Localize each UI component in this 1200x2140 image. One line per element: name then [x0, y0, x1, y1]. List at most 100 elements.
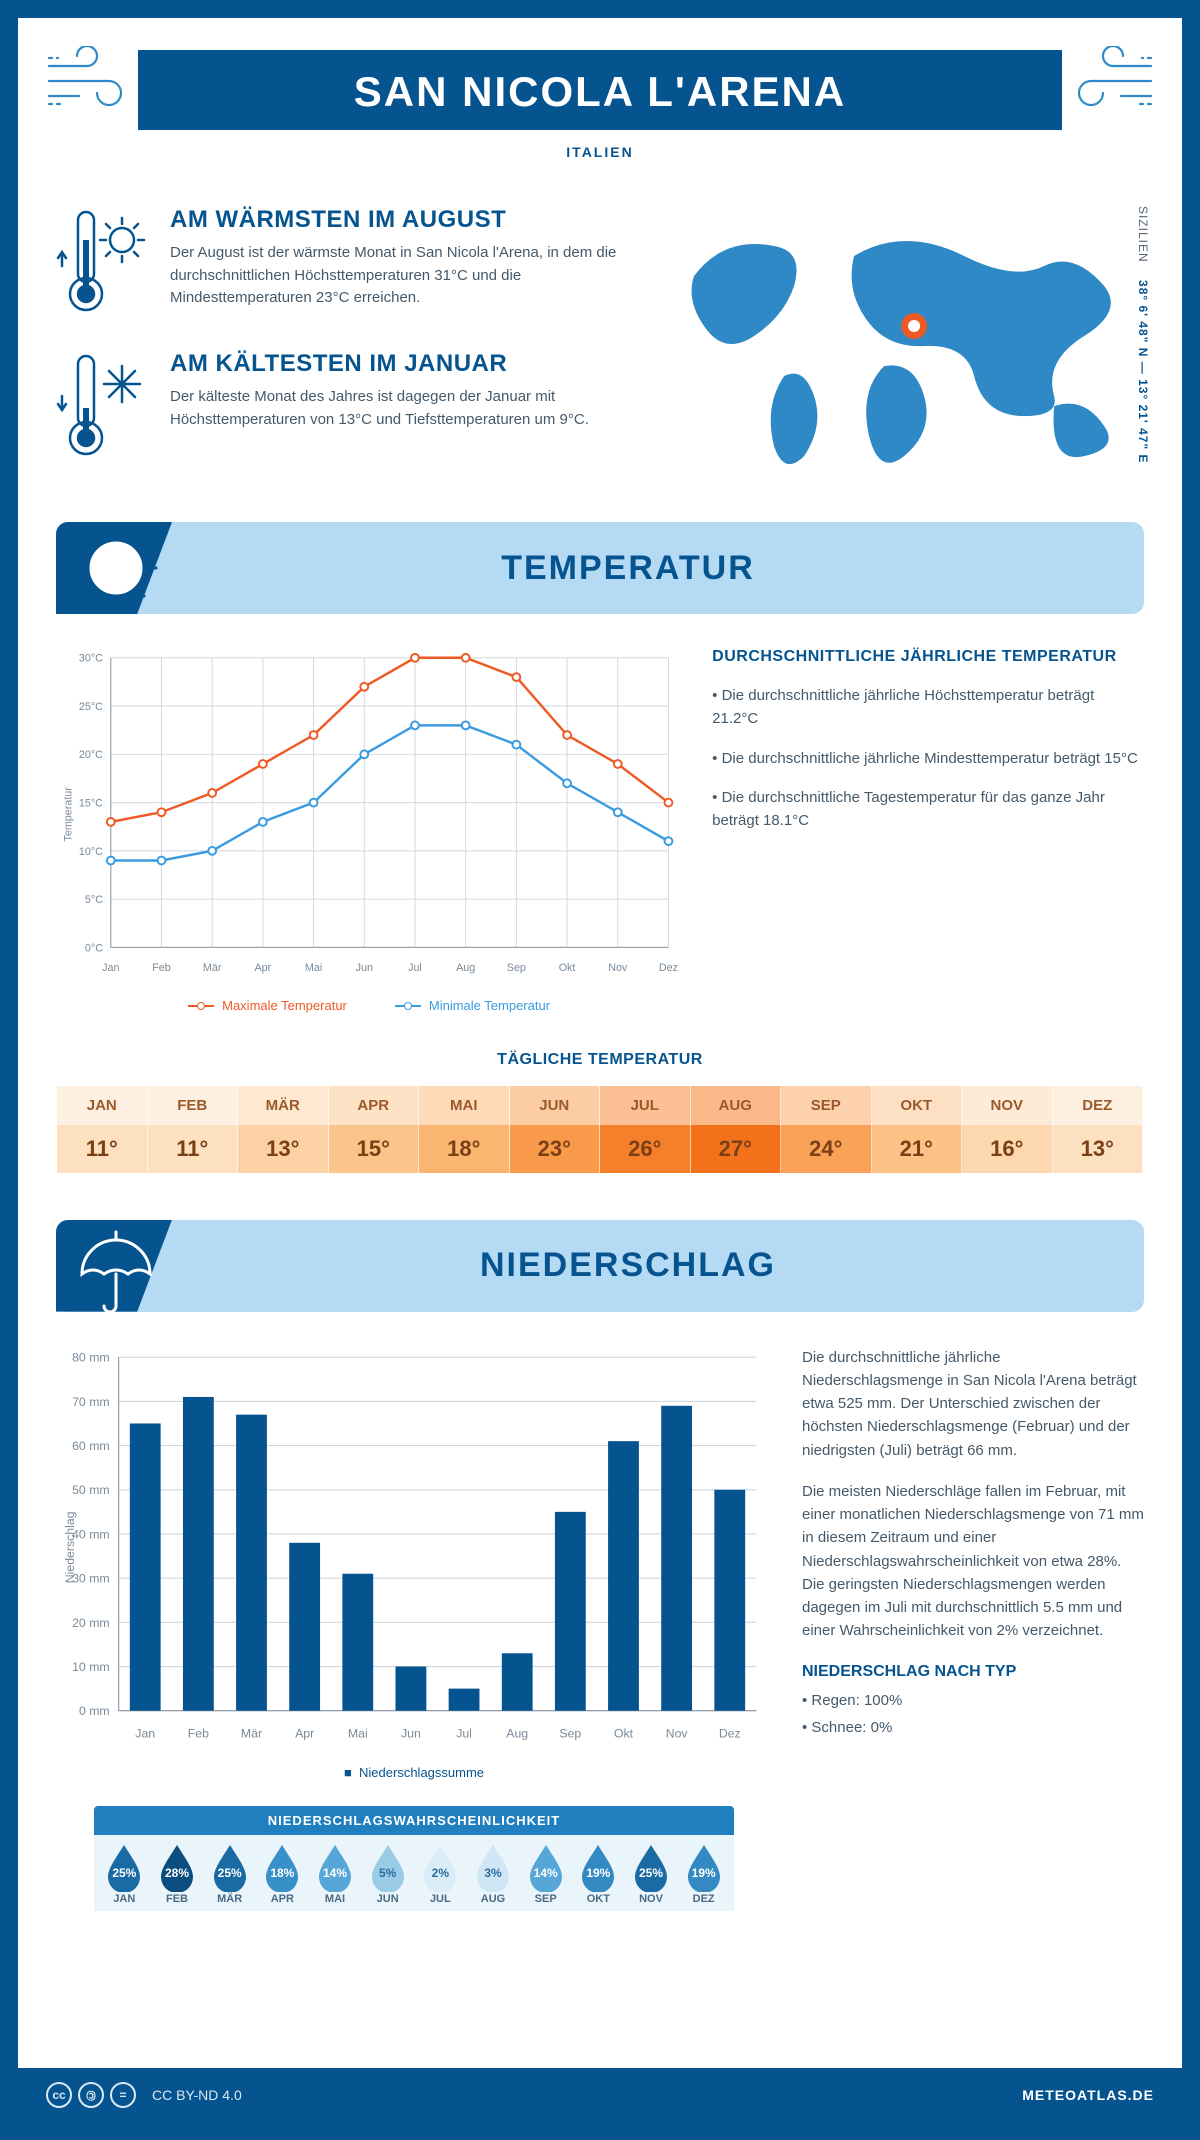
warmest-text: Der August ist der wärmste Monat in San … — [170, 242, 642, 310]
daily-temp-table: JANFEBMÄRAPRMAIJUNJULAUGSEPOKTNOVDEZ11°1… — [56, 1085, 1144, 1174]
world-map-icon — [664, 206, 1144, 486]
daily-month-head: MAI — [419, 1086, 510, 1125]
svg-text:Jul: Jul — [456, 1726, 472, 1740]
temp-bullet-2: • Die durchschnittliche Tagestemperatur … — [712, 786, 1144, 833]
coldest-block: AM KÄLTESTEN IM JANUAR Der kälteste Mona… — [56, 350, 642, 460]
daily-temp-cell: 27° — [691, 1125, 782, 1173]
daily-temp-cell: 21° — [872, 1125, 963, 1173]
svg-text:Aug: Aug — [456, 962, 475, 974]
temp-bullet-0: • Die durchschnittliche jährliche Höchst… — [712, 684, 1144, 731]
thermometer-cold-icon — [56, 350, 152, 460]
svg-text:10°C: 10°C — [79, 846, 103, 858]
precip-legend: ■ Niederschlagssumme — [56, 1765, 772, 1780]
daily-temp-cell: 15° — [329, 1125, 420, 1173]
daily-month-head: JUN — [510, 1086, 601, 1125]
svg-text:Sep: Sep — [507, 962, 526, 974]
svg-text:Temperatur: Temperatur — [63, 787, 75, 842]
temperature-section-header: TEMPERATUR — [56, 522, 1144, 614]
daily-temp-cell: 13° — [1053, 1125, 1144, 1173]
nd-icon: = — [110, 2082, 136, 2108]
svg-text:Mai: Mai — [348, 1726, 368, 1740]
svg-text:Jul: Jul — [408, 962, 422, 974]
svg-text:10 mm: 10 mm — [72, 1660, 110, 1674]
location-title: SAN NICOLA L'ARENA — [138, 68, 1062, 116]
svg-text:Apr: Apr — [255, 962, 272, 974]
warmest-block: AM WÄRMSTEN IM AUGUST Der August ist der… — [56, 206, 642, 316]
daily-temp-cell: 23° — [510, 1125, 601, 1173]
svg-text:Nov: Nov — [608, 962, 628, 974]
prob-cell: 25% JAN — [98, 1845, 151, 1905]
daily-month-head: AUG — [691, 1086, 782, 1125]
prob-cell: 18% APR — [256, 1845, 309, 1905]
prob-cell: 14% MAI — [309, 1845, 362, 1905]
license-badges: cc 🄯 = CC BY-ND 4.0 — [46, 2082, 242, 2108]
daily-month-head: FEB — [148, 1086, 239, 1125]
daily-temp-title: TÄGLICHE TEMPERATUR — [18, 1051, 1182, 1069]
svg-text:30 mm: 30 mm — [72, 1571, 110, 1585]
daily-temp-cell: 24° — [781, 1125, 872, 1173]
svg-text:Jun: Jun — [356, 962, 373, 974]
svg-text:Aug: Aug — [506, 1726, 528, 1740]
svg-text:70 mm: 70 mm — [72, 1394, 110, 1408]
prob-cell: 19% DEZ — [677, 1845, 730, 1905]
svg-text:Jan: Jan — [135, 1726, 155, 1740]
daily-temp-cell: 11° — [57, 1125, 148, 1173]
prob-cell: 28% FEB — [151, 1845, 204, 1905]
precip-bar-chart: 0 mm10 mm20 mm30 mm40 mm50 mm60 mm70 mm8… — [56, 1346, 772, 1749]
prob-cell: 3% AUG — [467, 1845, 520, 1905]
prob-cell: 2% JUL — [414, 1845, 467, 1905]
svg-text:Jun: Jun — [401, 1726, 421, 1740]
daily-temp-cell: 11° — [148, 1125, 239, 1173]
svg-text:Sep: Sep — [559, 1726, 581, 1740]
svg-text:60 mm: 60 mm — [72, 1439, 110, 1453]
footer-site: METEOATLAS.DE — [1022, 2087, 1154, 2103]
daily-temp-cell: 16° — [962, 1125, 1053, 1173]
daily-temp-cell: 26° — [600, 1125, 691, 1173]
coldest-heading: AM KÄLTESTEN IM JANUAR — [170, 350, 642, 378]
daily-month-head: MÄR — [238, 1086, 329, 1125]
svg-text:Okt: Okt — [559, 962, 576, 974]
daily-temp-cell: 18° — [419, 1125, 510, 1173]
license-text: CC BY-ND 4.0 — [152, 2087, 242, 2103]
daily-month-head: JUL — [600, 1086, 691, 1125]
precip-title: NIEDERSCHLAG — [112, 1246, 1144, 1285]
wind-icon-left — [44, 46, 144, 116]
prob-cell: 25% MÄR — [203, 1845, 256, 1905]
warmest-heading: AM WÄRMSTEN IM AUGUST — [170, 206, 642, 234]
precip-snow: • Schnee: 0% — [802, 1716, 1144, 1739]
svg-text:Niederschlag: Niederschlag — [63, 1511, 77, 1583]
svg-text:20°C: 20°C — [79, 749, 103, 761]
prob-cell: 25% NOV — [625, 1845, 678, 1905]
svg-text:30°C: 30°C — [79, 653, 103, 665]
probability-box: NIEDERSCHLAGSWAHRSCHEINLICHKEIT 25% JAN … — [94, 1806, 734, 1911]
daily-month-head: NOV — [962, 1086, 1053, 1125]
svg-text:Mai: Mai — [305, 962, 322, 974]
umbrella-icon — [70, 1210, 162, 1322]
daily-temp-cell: 13° — [238, 1125, 329, 1173]
coldest-text: Der kälteste Monat des Jahres ist dagege… — [170, 386, 642, 431]
prob-cell: 19% OKT — [572, 1845, 625, 1905]
svg-text:0°C: 0°C — [85, 942, 103, 954]
precip-para-2: Die meisten Niederschläge fallen im Febr… — [802, 1480, 1144, 1643]
svg-text:0 mm: 0 mm — [79, 1704, 110, 1718]
svg-text:Dez: Dez — [719, 1726, 741, 1740]
by-icon: 🄯 — [78, 2082, 104, 2108]
daily-month-head: SEP — [781, 1086, 872, 1125]
svg-text:Okt: Okt — [614, 1726, 634, 1740]
svg-text:40 mm: 40 mm — [72, 1527, 110, 1541]
lon: 13° 21' 47" E — [1136, 379, 1150, 463]
prob-cell: 5% JUN — [361, 1845, 414, 1905]
svg-text:Mär: Mär — [203, 962, 222, 974]
svg-text:20 mm: 20 mm — [72, 1615, 110, 1629]
legend-min: Minimale Temperatur — [429, 998, 550, 1013]
svg-text:Feb: Feb — [152, 962, 171, 974]
svg-text:80 mm: 80 mm — [72, 1350, 110, 1364]
svg-text:Jan: Jan — [102, 962, 119, 974]
daily-month-head: OKT — [872, 1086, 963, 1125]
temp-title: TEMPERATUR — [112, 549, 1144, 588]
svg-text:Dez: Dez — [659, 962, 678, 974]
legend-max: Maximale Temperatur — [222, 998, 347, 1013]
cc-icon: cc — [46, 2082, 72, 2108]
temp-bullet-1: • Die durchschnittliche jährliche Mindes… — [712, 747, 1144, 770]
precip-type-head: NIEDERSCHLAG NACH TYP — [802, 1663, 1144, 1681]
